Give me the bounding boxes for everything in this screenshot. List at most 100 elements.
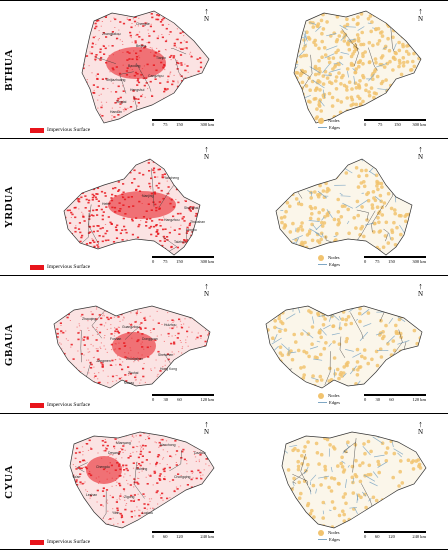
legend-label: Nodes [328,393,340,398]
city-label: Shanghai [184,206,199,210]
scale-bar: 0 30 60 120 km [364,394,426,402]
scale-tick-label: 75 [374,259,380,264]
city-label: Hong Kong [160,367,177,371]
city-label: Baoding [128,64,141,68]
region-boundary [275,158,413,256]
scale-bar: 0 60 120 240 km [152,531,214,539]
city-label: Yancheng [164,176,179,180]
scale-tick-label: 30 [163,397,169,402]
scale-bar: 0 60 120 240 km [364,531,426,539]
scale-tick-label: 300 km [412,259,426,264]
scale-tick-label: 150 [176,122,183,127]
map-svg [265,305,423,389]
scale-tick-label: 60 [374,534,380,539]
urban-core [108,191,176,219]
region-row-bthua: BTHUA Chengde Zhangjiakou Beijing Tianjin Bao… [0,0,448,138]
legend-network: Nodes Edges [318,254,340,268]
city-label: Huizhou [164,323,177,327]
region-boundary [69,431,215,529]
region-row-gbaua: GBAUA Zhaoqing Guangzhou Huizhou Foshan Dongg… [0,275,448,413]
scale-tick-label: 0 [364,122,367,127]
north-label: N [204,290,210,298]
scale-tick-label: 60 [162,534,168,539]
scale-tick-label: 150 [393,122,401,127]
scale-tick-label: 120 km [200,397,214,402]
north-arrow-icon: ↑ N [204,419,210,437]
region-boundary [293,10,422,124]
map-svg: Chengde Zhangjiakou Beijing Tianjin Baoding C… [81,10,210,124]
legend-label: Nodes [328,118,340,123]
city-label: Luzhou [142,511,153,515]
north-arrow-icon: ↑ N [418,281,424,299]
scale-tick-label: 240 km [200,534,214,539]
edge-swatch [318,127,327,129]
city-label: Leshan [86,493,97,497]
legend-label: Impervious Surface [47,539,91,545]
scale-tick-label: 120 [388,534,395,539]
city-label: Chongqing [174,475,191,479]
legend-network: Nodes Edges [318,117,340,131]
region-code: CYUA [3,464,15,499]
city-label: Xingtai [116,100,127,104]
city-label: Ningbo [186,228,197,232]
north-arrow-icon: ↑ N [418,144,424,162]
map-svg: Zhaoqing Guangzhou Huizhou Foshan Dongguan Sh… [53,305,211,389]
impervious-surface-map: Chengde Zhangjiakou Beijing Tianjin Baoding C… [24,1,234,138]
scale-tick-label: 0 [364,534,367,539]
city-label: Chengde [136,22,150,26]
impervious-surface-map: Yancheng Hefei Nanjing Shanghai Hangzhou Zhou… [24,139,234,275]
city-label: Dazhou [194,451,206,455]
city-label: Deyang [108,451,120,455]
city-label: Cangzhou [148,74,164,78]
region-boundary [81,10,210,124]
scale-tick-label: 300 km [412,122,426,127]
north-arrow-icon: ↑ N [204,281,210,299]
impervious-swatch [30,264,44,270]
node-swatch [318,117,324,124]
city-label: Shenzhen [158,353,173,357]
node-swatch [318,254,324,261]
network-map: ↑ N 0 60 120 240 km Nodes Edges [236,414,446,549]
city-label: Nanchong [160,443,176,447]
region-boundary [281,431,427,529]
city-label: Ya'an [72,475,80,479]
region-boundary [53,305,211,389]
scale-bar: 0 75 150 300 km [364,119,426,127]
scale-tick-label: 0 [152,122,155,127]
legend-label: Impervious Surface [47,127,91,133]
urban-core [112,332,156,360]
north-arrow-icon: ↑ N [418,6,424,24]
legend-label: Nodes [328,530,340,535]
city-label: Shijiazhuang [106,78,126,82]
city-label: Mianyang [116,441,131,445]
scale-bar: 0 75 150 300 km [152,119,214,127]
scale-tick-label: 120 km [412,397,426,402]
legend-network: Nodes Edges [318,529,340,543]
node-swatch [318,529,324,536]
north-label: N [418,153,424,161]
city-label: Zhoushan [190,220,205,224]
city-label: Handan [110,110,122,114]
scale-tick-label: 75 [162,122,168,127]
node-swatch [318,392,324,399]
north-arrow-icon: ↑ N [204,144,210,162]
region-code: YRDUA [3,185,16,229]
scale-tick-label: 0 [152,259,155,264]
region-label: BTHUA [0,1,18,138]
city-label: Chengdu [96,465,110,469]
impervious-surface-map: Zhaoqing Guangzhou Huizhou Foshan Dongguan Sh… [24,276,234,413]
scale-tick-label: 75 [162,259,168,264]
north-label: N [204,15,210,23]
city-label: Dongguan [142,337,158,341]
legend-label: Nodes [328,255,340,260]
city-label: Nanjing [142,194,154,198]
north-arrow-icon: ↑ N [418,419,424,437]
impervious-surface-map: Mianyang Deyang Nanchong Chengdu Dazhou Suini… [24,414,234,549]
city-label: Zhuhai [128,371,139,375]
region-row-cyua: CYUA Mianyang Deyang Nanchong Chengdu Dazhou S… [0,413,448,550]
region-label: GBAUA [0,276,18,413]
network-map: ↑ N 0 75 150 300 km Nodes Edges [236,1,446,138]
scale-tick-label: 150 [176,259,183,264]
city-label: Zhangjiakou [102,32,121,36]
